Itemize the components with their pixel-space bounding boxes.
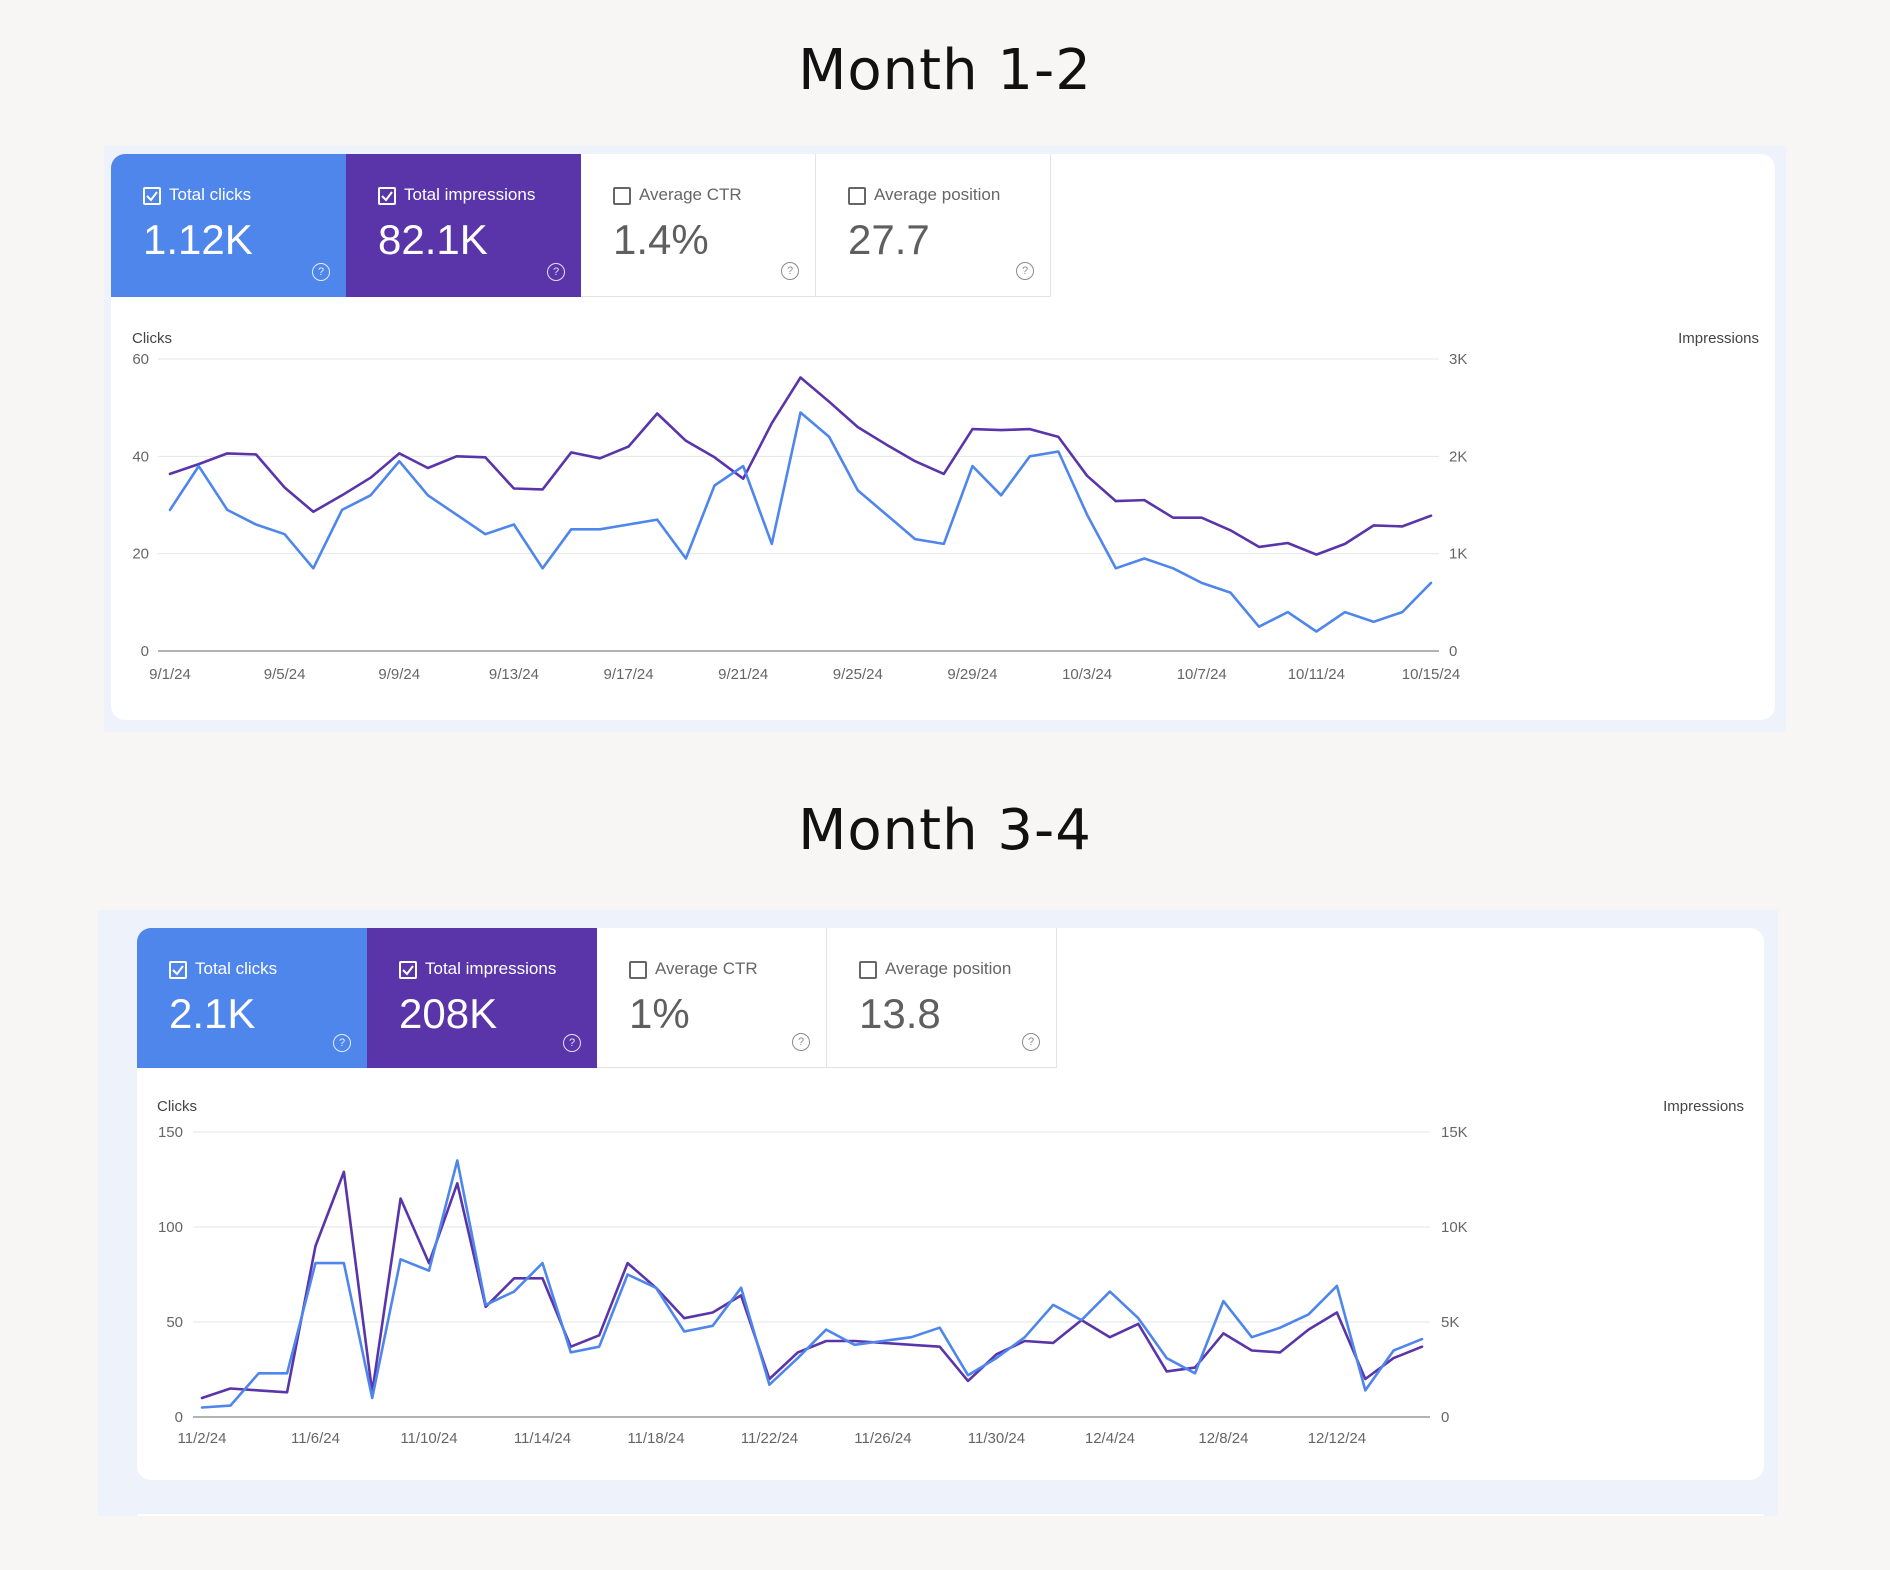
right-axis-tick-label: 1K <box>1449 546 1467 563</box>
x-axis-tick-label: 9/17/24 <box>604 666 654 683</box>
total-impressions-tile[interactable]: Total impressions 82.1K ? <box>346 154 581 297</box>
left-axis-tick-label: 150 <box>158 1124 183 1141</box>
average-position-value: 13.8 <box>859 990 941 1037</box>
x-axis-tick-label: 9/9/24 <box>378 666 420 683</box>
right-axis-tick-label: 10K <box>1441 1219 1468 1236</box>
x-axis-tick-label: 12/4/24 <box>1085 1430 1135 1447</box>
checkbox-unchecked-icon[interactable] <box>859 961 877 979</box>
left-axis-title: Clicks <box>132 330 172 347</box>
right-axis-title: Impressions <box>1678 330 1759 347</box>
clicks-series-line <box>200 1159 1424 1409</box>
average-position-label: Average position <box>885 959 1012 978</box>
x-axis-tick-label: 12/12/24 <box>1308 1430 1366 1447</box>
average-ctr-label: Average CTR <box>655 959 758 978</box>
total-clicks-label: Total clicks <box>169 185 252 204</box>
left-axis-tick-label: 40 <box>132 448 149 465</box>
x-axis-tick-label: 10/15/24 <box>1402 666 1460 683</box>
total-impressions-value: 208K <box>399 990 498 1037</box>
help-icon[interactable]: ? <box>1022 1033 1040 1051</box>
average-position-label: Average position <box>874 185 1001 204</box>
total-impressions-label: Total impressions <box>425 959 557 978</box>
performance-card-1: Total clicks 1.12K ? Total impressions 8… <box>111 154 1775 720</box>
impressions-series-line <box>168 376 1433 556</box>
checkbox-unchecked-icon[interactable] <box>629 961 647 979</box>
total-clicks-label: Total clicks <box>195 959 278 978</box>
x-axis-tick-label: 10/7/24 <box>1177 666 1227 683</box>
left-axis-tick-label: 20 <box>132 546 149 563</box>
help-icon[interactable]: ? <box>1016 262 1034 280</box>
clicks-series-line <box>168 411 1433 633</box>
total-clicks-value: 1.12K <box>143 216 253 263</box>
help-icon[interactable]: ? <box>547 263 565 281</box>
left-axis-title: Clicks <box>157 1098 197 1115</box>
x-axis-tick-label: 11/10/24 <box>400 1430 457 1447</box>
checkbox-unchecked-icon[interactable] <box>613 187 631 205</box>
checkbox-checked-icon[interactable] <box>169 961 187 979</box>
performance-card-2: Total clicks 2.1K ? Total impressions 20… <box>137 928 1764 1480</box>
section-1-heading: Month 1-2 <box>798 38 1092 103</box>
total-impressions-tile[interactable]: Total impressions 208K ? <box>367 928 597 1068</box>
x-axis-tick-label: 9/1/24 <box>149 666 191 683</box>
help-icon[interactable]: ? <box>333 1034 351 1052</box>
section-1-panel: Total clicks 1.12K ? Total impressions 8… <box>104 146 1786 732</box>
right-axis-tick-label: 3K <box>1449 351 1467 368</box>
help-icon[interactable]: ? <box>792 1033 810 1051</box>
left-axis-tick-label: 60 <box>132 351 149 368</box>
right-axis-title: Impressions <box>1663 1098 1744 1115</box>
x-axis-tick-label: 11/14/24 <box>514 1430 571 1447</box>
total-impressions-value: 82.1K <box>378 216 488 263</box>
average-ctr-value: 1% <box>629 990 690 1037</box>
checkbox-checked-icon[interactable] <box>143 187 161 205</box>
performance-chart-1: 0 0 20 1K 40 2K 60 3K 9/1/24 9/5/24 9/9/24 9/13/24 9… <box>132 351 1467 683</box>
help-icon[interactable]: ? <box>563 1034 581 1052</box>
x-axis-tick-label: 9/13/24 <box>489 666 539 683</box>
x-axis-tick-label: 11/18/24 <box>627 1430 684 1447</box>
x-axis-tick-label: 9/5/24 <box>264 666 306 683</box>
total-clicks-value: 2.1K <box>169 990 256 1037</box>
total-impressions-label: Total impressions <box>404 185 536 204</box>
average-ctr-value: 1.4% <box>613 216 709 263</box>
x-axis-tick-label: 11/6/24 <box>291 1430 340 1447</box>
right-axis-tick-label: 0 <box>1449 643 1457 660</box>
x-axis-tick-label: 11/2/24 <box>178 1430 227 1447</box>
left-axis-tick-label: 0 <box>141 643 149 660</box>
right-axis-tick-label: 2K <box>1449 448 1467 465</box>
average-ctr-label: Average CTR <box>639 185 742 204</box>
total-clicks-tile[interactable]: Total clicks 2.1K ? <box>137 928 367 1068</box>
x-axis-tick-label: 9/21/24 <box>718 666 768 683</box>
total-clicks-tile[interactable]: Total clicks 1.12K ? <box>111 154 346 297</box>
performance-chart-2: 0 0 50 5K 100 10K 150 15K 11/2/24 11/6/24 11/10/24… <box>158 1124 1468 1447</box>
x-axis-tick-label: 10/11/24 <box>1288 666 1345 683</box>
right-axis-tick-label: 15K <box>1441 1124 1468 1141</box>
checkbox-checked-icon[interactable] <box>399 961 417 979</box>
x-axis-tick-label: 12/8/24 <box>1198 1430 1248 1447</box>
checkbox-checked-icon[interactable] <box>378 187 396 205</box>
right-axis-tick-label: 5K <box>1441 1314 1459 1331</box>
x-axis-tick-label: 9/29/24 <box>947 666 997 683</box>
left-axis-tick-label: 100 <box>158 1219 183 1236</box>
section-2-heading: Month 3-4 <box>798 798 1092 863</box>
left-axis-tick-label: 50 <box>166 1314 183 1331</box>
left-axis-tick-label: 0 <box>175 1409 183 1426</box>
x-axis-tick-label: 11/30/24 <box>968 1430 1025 1447</box>
average-ctr-tile[interactable]: Average CTR 1.4% ? <box>581 154 816 297</box>
help-icon[interactable]: ? <box>781 262 799 280</box>
average-position-tile[interactable]: Average position 27.7 ? <box>816 154 1051 297</box>
average-position-value: 27.7 <box>848 216 930 263</box>
help-icon[interactable]: ? <box>312 263 330 281</box>
x-axis-tick-label: 10/3/24 <box>1062 666 1112 683</box>
average-position-tile[interactable]: Average position 13.8 ? <box>827 928 1057 1068</box>
x-axis-tick-label: 11/26/24 <box>854 1430 911 1447</box>
right-axis-tick-label: 0 <box>1441 1409 1449 1426</box>
checkbox-unchecked-icon[interactable] <box>848 187 866 205</box>
average-ctr-tile[interactable]: Average CTR 1% ? <box>597 928 827 1068</box>
next-card-edge <box>137 1514 1764 1516</box>
impressions-series-line <box>200 1170 1424 1400</box>
x-axis-tick-label: 9/25/24 <box>833 666 883 683</box>
section-2-panel: Total clicks 2.1K ? Total impressions 20… <box>98 910 1778 1516</box>
x-axis-tick-label: 11/22/24 <box>741 1430 798 1447</box>
